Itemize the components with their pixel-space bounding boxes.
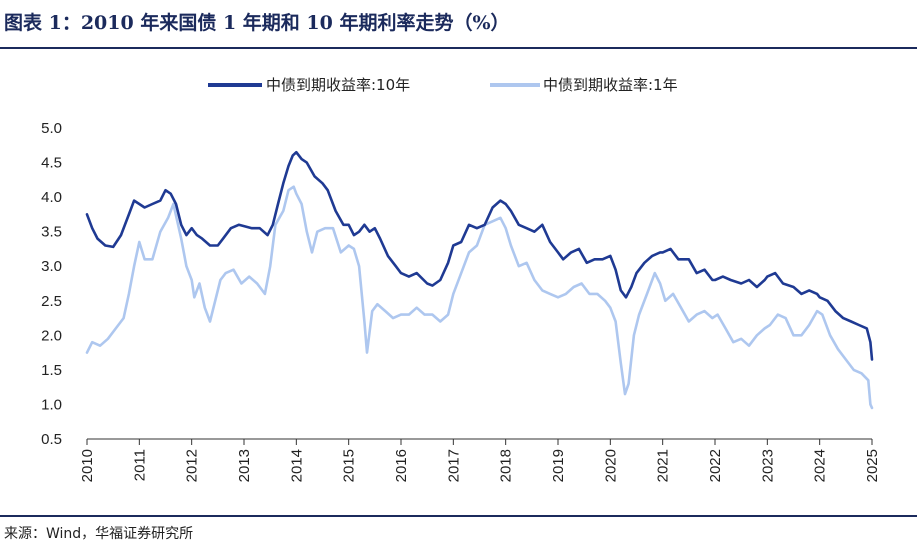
x-tick-label: 2014 [288,449,305,482]
x-tick-label: 2022 [707,449,724,482]
legend-10y-label: 中债到期收益率:10年 [266,76,410,94]
y-tick-label: 3.0 [41,258,62,275]
x-tick-label: 2018 [498,449,515,482]
x-tick-label: 2013 [236,449,253,482]
y-tick-label: 4.5 [41,155,62,172]
source-note: 来源：Wind，华福证券研究所 [4,526,194,542]
x-tick-label: 2020 [602,449,619,482]
series-line-10y [85,150,874,361]
series-line-1y [85,185,874,410]
x-tick-label: 2019 [550,449,567,482]
y-tick-label: 5.0 [41,120,62,137]
y-tick-label: 2.0 [41,327,62,344]
page-title: 图表 1：2010 年来国债 1 年期和 10 年期利率走势（%） [4,12,510,34]
x-tick-label: 2017 [445,449,462,482]
x-tick-label: 2021 [655,449,672,482]
x-tick-label: 2023 [759,449,776,482]
y-tick-label: 0.5 [41,431,62,448]
title-divider [0,47,917,49]
y-tick-label: 1.5 [41,362,62,379]
y-tick-label: 1.0 [41,396,62,413]
x-tick-label: 2015 [341,449,358,482]
y-tick-label: 4.0 [41,189,62,206]
y-tick-label: 2.5 [41,293,62,310]
y-tick-label: 3.5 [41,224,62,241]
x-tick-label: 2016 [393,449,410,482]
line-chart: 5.0 4.5 4.0 3.5 3.0 2.5 2.0 1.5 1.0 0.5 2010 2011 20… [41,76,881,482]
footer-divider [0,515,917,517]
x-tick-label: 2024 [812,449,829,482]
chart-legend: 中债到期收益率:10年 中债到期收益率:1年 [208,76,678,94]
x-tick-label: 2012 [184,449,201,482]
chart-axes: 5.0 4.5 4.0 3.5 3.0 2.5 2.0 1.5 1.0 0.5 2010 2011 20… [41,120,881,482]
chart-series [85,150,874,410]
x-tick-label: 2025 [864,449,881,482]
legend-1y-label: 中债到期收益率:1年 [543,76,678,94]
x-tick-label: 2010 [79,449,96,482]
x-tick-label: 2011 [131,449,148,481]
